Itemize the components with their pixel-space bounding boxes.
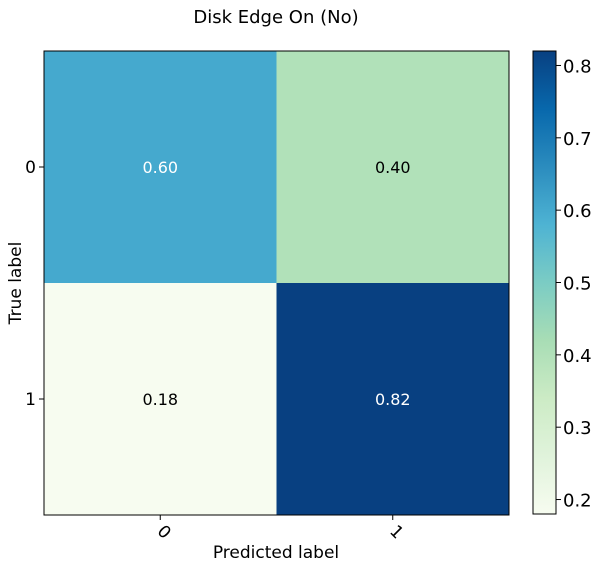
cell-value-label: 0.40 xyxy=(375,158,411,177)
colorbar-tick-label: 0.7 xyxy=(563,129,592,150)
heatmap-cell xyxy=(44,51,277,283)
heatmap-cell xyxy=(44,283,277,515)
x-tick-label: 0 xyxy=(153,522,175,544)
colorbar-tick-label: 0.3 xyxy=(563,418,592,439)
colorbar-tick-label: 0.2 xyxy=(563,491,592,512)
y-tick-label: 0 xyxy=(25,158,36,178)
x-axis-label: Predicted label xyxy=(213,543,339,563)
colorbar-tick-label: 0.4 xyxy=(563,346,592,367)
cell-value-label: 0.18 xyxy=(142,390,178,409)
colorbar xyxy=(532,50,557,515)
colorbar-ticks: 0.2 0.3 0.4 0.5 0.6 0.7 0.8 xyxy=(556,56,592,512)
y-tick-label: 1 xyxy=(25,390,36,410)
colorbar-tick-label: 0.6 xyxy=(563,201,592,222)
heatmap-cell xyxy=(276,283,509,515)
colorbar-tick-label: 0.5 xyxy=(563,274,592,295)
y-axis-label: True label xyxy=(6,242,26,326)
cell-value-label: 0.60 xyxy=(142,158,178,177)
y-axis-ticks: 01 xyxy=(25,158,44,410)
cell-value-label: 0.82 xyxy=(375,390,411,409)
heatmap-cell xyxy=(276,51,509,283)
colorbar-tick-label: 0.8 xyxy=(563,56,592,77)
chart-title: Disk Edge On (No) xyxy=(193,7,358,28)
cell-labels: 0.60 0.40 0.18 0.82 xyxy=(142,158,410,409)
plot-frame xyxy=(43,50,510,516)
heatmap-cells xyxy=(44,51,509,515)
x-tick-label: 1 xyxy=(385,522,407,544)
